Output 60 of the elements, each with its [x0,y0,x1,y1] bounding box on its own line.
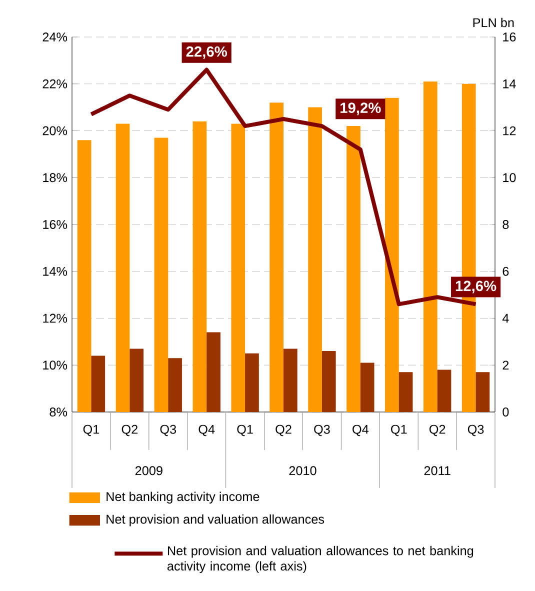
data-label: 12,6% [456,280,496,294]
bar [154,138,168,412]
bar [116,124,130,412]
bar [192,121,207,412]
x-tick-label: Q3 [314,424,330,436]
y2-tick-label: 6 [502,266,509,276]
y-tick-label: 14% [43,266,68,276]
text: 2011 [424,466,450,476]
y2-axis-title: PLN bn [473,18,514,28]
bar [77,140,92,412]
bar [346,126,360,412]
bar [231,124,246,412]
x-tick-label: Q4 [352,424,368,436]
x-tick-label: Q1 [83,424,100,436]
x-tick-label: Q1 [391,424,407,436]
legend-label: Net provision and valuation allowances [106,514,324,526]
legend-label: Net provision and valuation allowances to net banking activity income (left axis) [167,546,474,574]
y-tick-label: 20% [42,126,68,136]
bar [284,348,298,412]
text: 2010 [289,466,316,476]
y-tick-label: 24% [42,32,68,42]
y2-tick-label: 14 [503,80,516,88]
x-tick-label: Q3 [468,424,484,436]
x-tick-label: Q1 [237,424,253,436]
x-tick-label: Q4 [198,424,215,436]
bar [91,356,106,412]
y-tick-label: 8% [50,408,68,416]
bar [360,362,374,412]
y-tick-label: 10% [43,360,68,370]
bar [423,82,438,412]
bar [206,332,220,412]
y2-tick-label: 2 [502,360,509,370]
x-tick-label: Q2 [122,424,138,436]
bar [245,353,259,412]
x-tick-label: Q2 [276,424,292,436]
bar [437,370,452,412]
y2-tick-label: 4 [502,314,509,323]
y2-tick-label: 8 [502,220,509,229]
data-label: 19,2% [340,102,381,116]
y2-tick-label: 0 [502,408,509,416]
bar [308,107,322,412]
y-tick-label: 16% [43,220,68,229]
bar [476,372,490,412]
y2-tick-label: 12 [503,126,516,136]
bar [168,358,182,412]
bar [270,102,284,412]
y2-tick-label: 16 [503,32,516,42]
y-tick-label: 22% [42,79,68,88]
bar [398,372,413,412]
bar [385,98,399,412]
y-tick-label: 12% [43,314,68,323]
data-label: 22,6% [186,46,227,59]
bar [322,351,336,412]
y-tick-label: 18% [43,173,68,182]
text: 2009 [135,466,162,476]
bar [130,348,144,412]
y2-tick-label: 10 [503,173,516,182]
x-tick-label: Q2 [429,424,446,436]
legend-label: Net banking activity income [106,492,260,504]
x-tick-label: Q3 [160,424,176,436]
